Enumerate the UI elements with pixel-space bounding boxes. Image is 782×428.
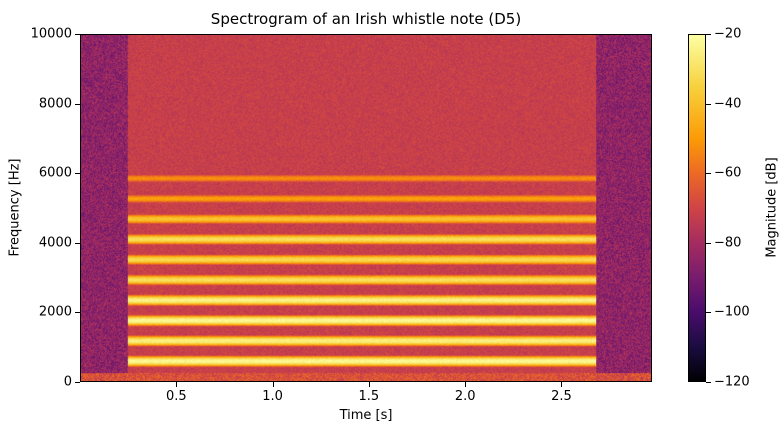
colorbar-tick-label: −120 <box>714 374 750 390</box>
y-tick-label: 0 <box>63 374 72 390</box>
colorbar-tick-label: −20 <box>714 26 742 42</box>
x-tick-mark <box>368 382 370 387</box>
colorbar <box>688 34 706 382</box>
y-tick-mark <box>75 34 80 35</box>
x-tick-label: 0.5 <box>165 389 187 404</box>
colorbar-tick-label: −100 <box>714 304 750 320</box>
y-tick-label: 6000 <box>38 165 72 181</box>
colorbar-tick-mark <box>706 34 711 35</box>
colorbar-tick-mark <box>706 242 711 244</box>
colorbar-tick-mark <box>706 382 711 383</box>
y-tick-label: 4000 <box>38 235 72 251</box>
y-tick-label: 8000 <box>38 96 72 112</box>
colorbar-tick-label: −40 <box>714 96 742 112</box>
y-tick-label: 10000 <box>30 26 72 42</box>
colorbar-tick-mark <box>706 103 711 105</box>
x-tick-label: 1.5 <box>358 389 380 404</box>
y-axis-label: Frequency [Hz] <box>7 158 23 257</box>
colorbar-label: Magnitude [dB] <box>764 157 780 258</box>
x-tick-label: 2.5 <box>551 389 572 404</box>
y-tick-mark <box>75 382 80 383</box>
colorbar-tick-label: −60 <box>714 165 742 181</box>
y-tick-mark <box>75 312 80 314</box>
y-tick-label: 2000 <box>38 304 72 320</box>
x-tick-mark <box>272 382 274 387</box>
y-tick-mark <box>75 242 80 244</box>
x-tick-label: 1.0 <box>262 389 283 404</box>
y-tick-mark <box>75 103 80 105</box>
colorbar-tick-mark <box>706 312 711 314</box>
x-tick-mark <box>176 382 178 387</box>
x-tick-label: 2.0 <box>454 389 476 404</box>
colorbar-tick-mark <box>706 173 711 175</box>
colorbar-tick-label: −80 <box>714 235 742 251</box>
x-axis-label: Time [s] <box>339 408 393 423</box>
x-tick-mark <box>561 382 563 387</box>
y-tick-mark <box>75 173 80 175</box>
x-tick-mark <box>465 382 467 387</box>
chart-title: Spectrogram of an Irish whistle note (D5… <box>210 10 522 28</box>
spectrogram-plot-area <box>80 34 652 382</box>
